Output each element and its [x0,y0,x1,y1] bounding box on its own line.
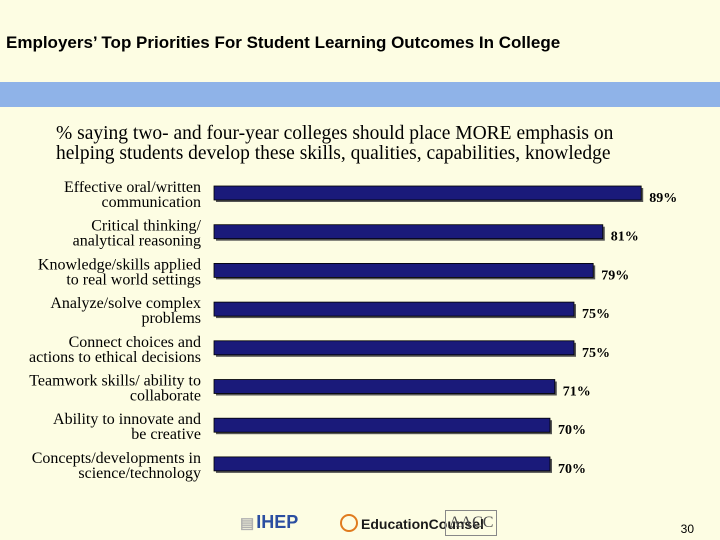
value-label-1: 81% [611,230,639,245]
value-label-3: 75% [582,307,610,322]
category-label-7-line-1: science/technology [78,465,201,482]
education-counsel-ring-icon [340,514,358,532]
education-counsel-logo-text: EducationCounsel [361,516,484,532]
footer-logos: ▤ IHEP EducationCounsel AACC [240,508,510,538]
bar-0 [213,185,642,201]
category-label-3-line-0: Analyze/solve complex [50,295,201,312]
category-label-2-line-1: to real world settings [66,271,201,288]
ihep-logo: ▤ IHEP [240,512,298,533]
bar-1 [213,224,604,240]
category-label-6: Ability to innovate and be creative [53,411,201,443]
bar-5 [213,379,556,394]
category-label-2: Knowledge/skills applied to real world se… [38,256,201,288]
value-label-7: 70% [558,462,586,477]
category-label-4-line-0: Connect choices and [69,334,201,351]
ihep-mark-icon: ▤ [240,515,255,532]
title-bar: Employers’ Top Priorities For Student Le… [0,0,720,80]
category-label-3: Analyze/solve complex problems [50,295,201,327]
category-label-5-line-1: collaborate [130,388,201,405]
value-label-4: 75% [582,346,610,361]
category-label-4-line-1: actions to ethical decisions [29,349,201,366]
aacc-logo: AACC [445,510,498,536]
education-counsel-logo: EducationCounsel [340,514,484,532]
slide-title: Employers’ Top Priorities For Student Le… [6,33,561,52]
category-label-6-line-1: be creative [131,426,201,443]
bar-4 [213,340,575,356]
category-label-0: Effective oral/written communication [64,179,201,211]
header-band [0,82,720,107]
bar-7 [213,456,551,472]
category-label-4: Connect choices and actions to ethical de… [29,334,201,366]
category-label-7-line-0: Concepts/developments in [32,450,201,467]
category-label-7: Concepts/developments in science/technolo… [32,450,201,482]
bar-6 [213,417,551,433]
value-label-5: 71% [563,385,591,400]
category-label-5-line-0: Teamwork skills/ ability to [29,373,201,390]
value-label-6: 70% [558,423,586,438]
ihep-logo-text: IHEP [256,512,299,532]
category-label-1-line-0: Critical thinking/ [91,218,201,235]
category-label-0-line-0: Effective oral/written [64,179,201,196]
category-label-5: Teamwork skills/ ability to collaborate [29,373,201,405]
value-label-2: 79% [601,268,629,283]
value-label-0: 89% [649,191,677,206]
category-label-0-line-1: communication [101,194,201,211]
bar-2 [213,262,594,278]
category-label-1-line-1: analytical reasoning [73,233,201,250]
category-label-1: Critical thinking/analytical reasoning [73,218,202,250]
chart-subtitle: % saying two- and four-year colleges sho… [56,124,696,164]
bar-3 [213,301,575,317]
subtitle-line-2: helping students develop these skills, q… [56,143,611,164]
page-number: 30 [680,522,694,536]
subtitle-line-1: % saying two- and four-year colleges sho… [56,123,614,144]
category-label-2-line-0: Knowledge/skills applied [38,256,201,273]
category-label-6-line-0: Ability to innovate and [53,411,201,428]
category-label-3-line-1: problems [141,310,201,327]
